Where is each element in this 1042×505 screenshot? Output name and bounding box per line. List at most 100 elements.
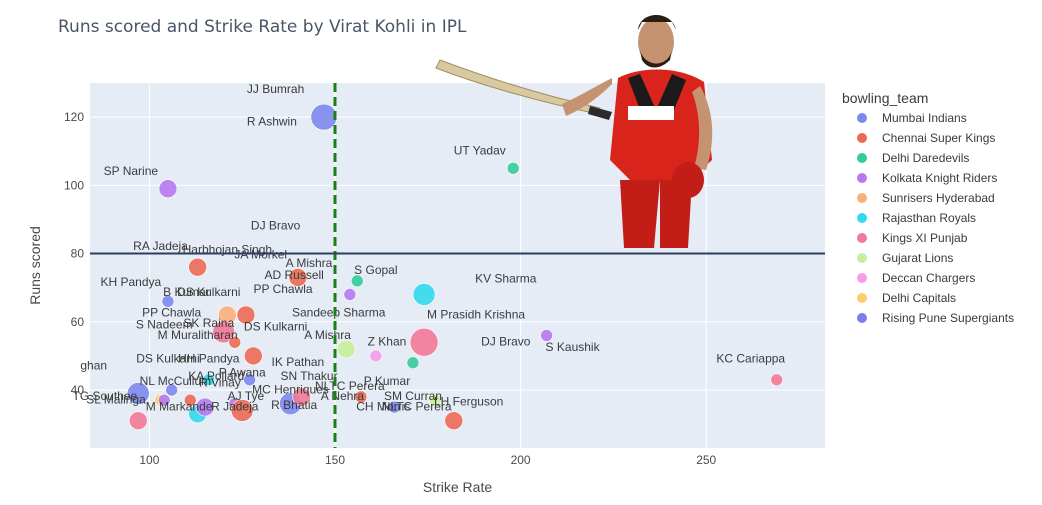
point-label: R Bhatia [271, 398, 317, 412]
legend-entry: Delhi Capitals [882, 291, 956, 305]
data-point [288, 268, 308, 287]
legend: bowling_team Mumbai Indians Chennai Super… [842, 90, 1014, 325]
legend-marker [857, 293, 867, 303]
legend-marker [857, 193, 867, 203]
point-label: DS Kulkarni [177, 285, 240, 299]
point-label: NL McCullum [140, 374, 212, 388]
point-label: DJ Bravo [251, 219, 301, 233]
point-label: LH Ferguson [434, 394, 503, 408]
data-point [243, 373, 256, 387]
legend-entry: Sunrisers Hyderabad [882, 191, 995, 205]
legend-marker [857, 133, 867, 143]
legend-entry: Rising Pune Supergiants [882, 311, 1014, 325]
data-point [228, 335, 242, 349]
reference-lines [90, 83, 825, 448]
legend-entry: Delhi Daredevils [882, 151, 969, 165]
data-point [412, 283, 436, 306]
legend-entry: Kings XI Punjab [882, 231, 968, 245]
data-point [212, 320, 235, 344]
data-point [202, 373, 216, 387]
legend-entry: Rajasthan Royals [882, 211, 976, 225]
x-tick-label: 100 [139, 453, 159, 467]
point-label: HH Pandya [178, 352, 240, 366]
data-point [540, 329, 553, 342]
legend-entry: Gujarat Lions [882, 251, 953, 265]
data-point [126, 382, 150, 405]
player-photo [435, 15, 713, 248]
point-label: B Kumar [163, 285, 210, 299]
point-label: JJ Bumrah [247, 82, 304, 96]
legend-marker [857, 313, 867, 323]
point-label: S Kaushik [546, 340, 601, 354]
data-point [428, 393, 442, 407]
data-point [409, 327, 439, 357]
point-label: JA Morkel [234, 248, 287, 262]
legend-marker [857, 253, 867, 263]
point-label: DJ Bravo [481, 335, 531, 349]
data-point [195, 397, 215, 417]
legend-marker [857, 113, 867, 123]
data-point [369, 349, 383, 363]
point-label: M Prasidh Krishna [427, 307, 525, 321]
point-label: SL Malinga [86, 393, 146, 407]
point-label: S Gopal [354, 263, 397, 277]
point-label: SM Curran [384, 389, 442, 403]
point-label: PP Chawla [142, 306, 201, 320]
data-point [354, 390, 368, 404]
point-label: P Kumar [364, 374, 410, 388]
legend-entry: Kolkata Knight Riders [882, 171, 997, 185]
point-label: KV Sharma [475, 272, 537, 286]
legend-marker [857, 273, 867, 283]
data-point [388, 400, 401, 414]
point-label: R Vinay [199, 376, 241, 390]
x-tick-label: 150 [325, 453, 345, 467]
data-point [236, 305, 256, 325]
point-label: NLTC Perera [382, 399, 452, 413]
point-label: A Nehra [321, 389, 365, 403]
point-label: Z Khan [368, 335, 407, 349]
y-tick-label: 100 [64, 178, 84, 192]
y-tick-label: 120 [64, 110, 84, 124]
point-labels: JJ Bumrah R Ashwin UT Yadav SP Narine DJ Bra… [72, 82, 785, 413]
point-label: KH Pandya [100, 275, 161, 289]
axis-ticks: 100 150 200 250 40 60 80 100 120 [64, 110, 717, 467]
point-label: UT Yadav [454, 144, 506, 158]
data-point [292, 387, 311, 407]
point-label: KA Pollard [188, 369, 244, 383]
point-label: SK Raina [183, 316, 234, 330]
data-point [157, 393, 171, 407]
data-point [158, 179, 178, 199]
data-point [310, 103, 338, 131]
point-label: A Mishra [286, 256, 333, 270]
y-tick-label: 60 [71, 315, 85, 329]
point-label: S Nadeem [136, 318, 193, 332]
point-label: DS Kulkarni [244, 319, 307, 333]
point-label: PP Chawla [253, 282, 312, 296]
legend-entry: Chennai Super Kings [882, 131, 995, 145]
point-label: DS Kulkarni [136, 352, 199, 366]
point-label: R Ashwin [247, 115, 297, 129]
point-label: R Jadeja [211, 399, 259, 413]
chart-title: Runs scored and Strike Rate by Virat Koh… [58, 17, 467, 37]
data-point [506, 161, 520, 175]
data-points [126, 103, 784, 431]
data-point [244, 346, 263, 366]
y-axis-title: Runs scored [27, 226, 43, 305]
data-point [336, 339, 356, 359]
data-point [350, 274, 364, 288]
x-tick-label: 200 [511, 453, 531, 467]
point-label: NLTC Perera [315, 379, 385, 393]
point-label: ghan [80, 359, 107, 373]
point-label: IK Pathan [272, 355, 325, 369]
data-point [161, 295, 175, 308]
point-label: M Muralitharan [158, 328, 238, 342]
legend-marker [857, 153, 867, 163]
point-label: TG Southee [72, 389, 137, 403]
data-point [770, 373, 784, 387]
legend-entry: Deccan Chargers [882, 271, 975, 285]
point-label: AD Russell [264, 268, 323, 282]
data-point [165, 383, 178, 397]
data-point [406, 356, 420, 370]
point-label: P Awana [219, 365, 266, 379]
